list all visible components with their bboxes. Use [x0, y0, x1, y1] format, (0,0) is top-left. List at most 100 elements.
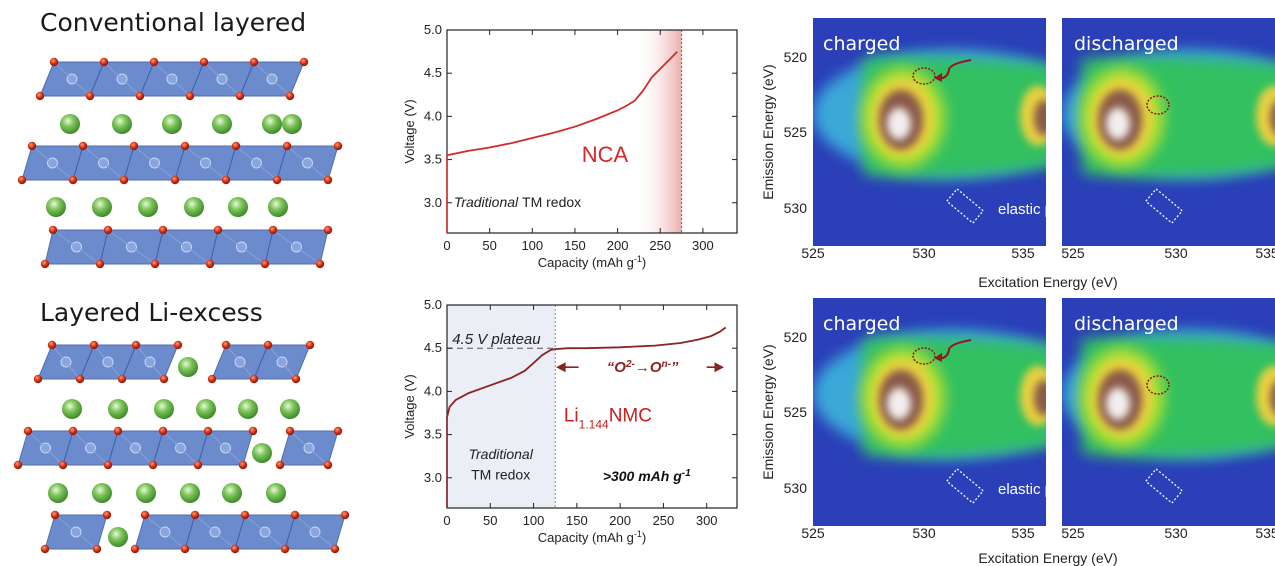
edge-feature-core	[1034, 379, 1046, 416]
edge-feature-core	[1270, 102, 1275, 134]
oxygen-atom	[158, 426, 168, 436]
peak-max	[887, 387, 911, 420]
capacity-note: >300 mAh g-1	[603, 468, 691, 485]
oxygen-atom	[249, 374, 259, 384]
octahedron-edge	[144, 514, 186, 550]
oxygen-atom	[140, 510, 150, 520]
x-tick-label: 535	[1011, 525, 1035, 541]
rixs-map-panel: charged elastic pk	[813, 18, 1046, 246]
plateau-label: 4.5 V plateau	[452, 331, 541, 348]
feature-circle	[1146, 375, 1170, 395]
li-atom	[92, 197, 112, 217]
x-tick-label: 525	[1061, 245, 1085, 261]
octahedron-edge	[53, 61, 91, 97]
oxygen-atom	[199, 57, 209, 67]
li-atom	[184, 197, 204, 217]
oxygen-atom	[99, 57, 109, 67]
tm-layer	[207, 340, 315, 384]
oxygen-atom	[249, 57, 259, 67]
y-axis-label: Voltage (V)	[402, 99, 417, 163]
li-atom	[252, 443, 272, 463]
octahedron-edge	[225, 344, 255, 380]
x-tick-label: 150	[566, 513, 588, 528]
oxygen-atom	[180, 141, 190, 151]
edge-feature	[1256, 365, 1275, 426]
y-tick-label: 4.0	[424, 383, 442, 398]
li-atom	[136, 483, 156, 503]
voltage-curve	[446, 326, 727, 418]
tm-redox-region	[447, 305, 556, 508]
y-axis-label: Voltage (V)	[402, 374, 417, 438]
x-tick-label: 200	[607, 238, 629, 253]
li-atom	[178, 357, 198, 377]
oxygen-atom	[27, 141, 37, 151]
octahedron-edge	[253, 61, 291, 97]
oxygen-atom	[268, 225, 278, 235]
redox-annotation-line2: TM redox	[471, 466, 530, 482]
oxygen-atom	[193, 460, 203, 470]
octahedron-edge	[27, 430, 64, 466]
octahedron-edge	[153, 61, 191, 97]
oxygen-atom	[240, 510, 250, 520]
tm-layer	[130, 510, 350, 554]
conventional-layered-structure	[17, 57, 343, 269]
x-tick-label: 300	[692, 238, 714, 253]
oxygen-atom	[35, 91, 45, 101]
oxygen-atom	[272, 175, 282, 185]
oxygen-atom	[333, 141, 343, 151]
oxygen-atom	[299, 57, 309, 67]
octahedron-edge	[289, 430, 329, 466]
oxygen-atom	[75, 374, 85, 384]
tm-layer	[35, 57, 309, 101]
octahedron-edge	[194, 514, 236, 550]
octahedron-edge	[162, 430, 199, 466]
oxygen-atom	[68, 426, 78, 436]
y-axis-label: Emission Energy (eV)	[760, 344, 776, 479]
edge-feature-core	[1034, 99, 1046, 136]
oxygen-atom	[285, 91, 295, 101]
peak-max	[887, 107, 911, 140]
peak-max	[1106, 387, 1130, 420]
arrow-label-bg	[578, 353, 707, 376]
octahedron-edge	[133, 145, 176, 181]
material-label: Li1.144NMC	[564, 406, 652, 432]
x-tick-label: 50	[482, 238, 496, 253]
oxygen-atom	[330, 544, 340, 554]
tm-layer	[17, 141, 343, 185]
oxygen-atom	[333, 426, 343, 436]
x-axis-label: Capacity (mAh g-1)	[538, 529, 646, 545]
x-tick-label: 530	[1164, 245, 1188, 261]
feature-circle	[912, 347, 936, 365]
oxygen-atom	[50, 510, 60, 520]
li-atom	[196, 399, 216, 419]
oxygen-atom	[275, 460, 285, 470]
x-axis-label: Excitation Energy (eV)	[978, 274, 1117, 290]
oxygen-atom	[205, 259, 215, 269]
tm-layer	[33, 340, 183, 384]
li-atom	[222, 483, 242, 503]
oxygen-atom	[221, 175, 231, 185]
x-tick-label: 535	[1011, 245, 1035, 261]
oxygen-atom	[173, 340, 183, 350]
y-tick-label: 525	[784, 124, 808, 140]
y-tick-label: 3.5	[424, 427, 442, 442]
x-axis-label: Capacity (mAh g-1)	[538, 254, 646, 270]
li-excess-layered-structure	[13, 340, 350, 554]
li-atom	[180, 483, 200, 503]
y-tick-label: 3.0	[424, 195, 442, 210]
y-tick-label: 4.5	[424, 340, 442, 355]
oxygen-atom	[130, 544, 140, 554]
y-tick-label: 5.0	[424, 297, 442, 312]
octahedron-edge	[51, 344, 81, 380]
x-tick-label: 0	[443, 238, 450, 253]
material-label: NCA	[582, 142, 629, 167]
y-tick-label: 3.0	[424, 470, 442, 485]
oxygen-atom	[149, 57, 159, 67]
oxygen-atom	[248, 426, 258, 436]
octahedron-edge	[294, 514, 336, 550]
li-atom	[282, 114, 302, 134]
oxygen-atom	[340, 510, 350, 520]
y-tick-label: 520	[784, 49, 808, 65]
oxygen-atom	[213, 225, 223, 235]
oxygen-atom	[47, 340, 57, 350]
